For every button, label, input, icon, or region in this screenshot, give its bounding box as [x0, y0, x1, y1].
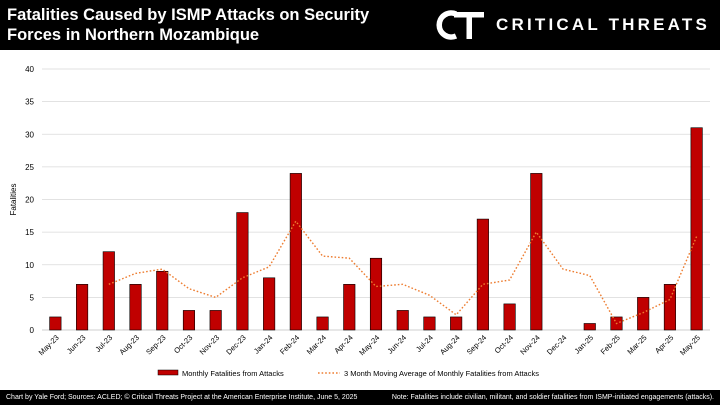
bar: [316, 316, 329, 331]
x-tick-label: Feb-25: [599, 333, 622, 356]
bar: [343, 284, 356, 331]
x-tick-label: Dec-24: [545, 333, 568, 356]
bar: [503, 303, 516, 331]
x-tick-label: Oct-24: [493, 333, 515, 355]
bar: [476, 218, 489, 331]
x-axis-ticks: May-23 Jun-23 Jul-23 Aug-23 Sep-23 Oct-23 Nov-…: [37, 333, 702, 357]
x-tick-label: Sep-23: [144, 333, 167, 356]
x-tick-label: Mar-24: [305, 333, 328, 356]
source-credit: Chart by Yale Ford; Sources: ACLED; © Cr…: [6, 394, 358, 401]
legend-swatch-bars: [157, 369, 179, 376]
y-tick-label: 25: [25, 163, 34, 172]
bar: [423, 316, 436, 331]
bar: [76, 284, 89, 331]
x-tick-label: May-24: [357, 333, 381, 357]
bar: [209, 310, 222, 331]
x-tick-label: Jul-23: [93, 333, 114, 354]
footnote: Note: Fatalities include civilian, milit…: [391, 394, 714, 401]
x-tick-label: Aug-23: [117, 333, 140, 356]
x-tick-label: Aug-24: [438, 333, 461, 356]
x-tick-label: Apr-24: [332, 333, 354, 355]
x-tick-label: Dec-23: [224, 333, 247, 356]
bar: [637, 297, 650, 331]
legend-label-line: 3 Month Moving Average of Monthly Fatali…: [344, 369, 539, 378]
page-title: Fatalities Caused by ISMP Attacks on Sec…: [7, 6, 370, 44]
y-tick-label: 40: [25, 65, 34, 74]
gridlines: [42, 68, 710, 331]
bar: [49, 316, 62, 331]
x-tick-label: Nov-24: [518, 333, 541, 356]
bar: [530, 173, 543, 331]
footer-banner: Chart by Yale Ford; Sources: ACLED; © Cr…: [0, 390, 720, 405]
moving-average-line: [108, 219, 698, 325]
x-tick-label: May-25: [678, 333, 702, 357]
x-tick-label: Nov-23: [198, 333, 221, 356]
brand-name: CRITICAL THREATS: [496, 15, 710, 34]
bar: [369, 257, 383, 331]
x-tick-label: Apr-25: [653, 333, 675, 355]
bars: [49, 127, 703, 331]
y-tick-label: 35: [25, 98, 34, 107]
y-tick-label: 20: [25, 196, 34, 205]
bar: [236, 212, 249, 331]
y-tick-label: 15: [25, 228, 34, 237]
ct-logo-letters: CT: [434, 9, 436, 10]
bar: [182, 310, 196, 331]
x-tick-label: Jun-23: [65, 333, 88, 356]
bar: [289, 173, 302, 331]
y-axis-label: Fatalities: [9, 183, 18, 215]
legend: Monthly Fatalities from Attacks 3 Month …: [157, 369, 539, 378]
moving-average-series: [108, 219, 698, 325]
y-tick-label: 30: [25, 130, 34, 139]
x-tick-label: Mar-25: [625, 333, 648, 356]
y-tick-label: 10: [25, 261, 34, 270]
x-tick-label: Jan-24: [252, 333, 275, 356]
y-tick-label: 0: [30, 326, 35, 335]
bar: [129, 284, 142, 331]
y-axis-ticks: 0 5 10 15 20 25 30 35 40: [25, 65, 34, 335]
bar: [263, 277, 276, 331]
x-tick-label: Oct-23: [172, 333, 194, 355]
bar: [450, 316, 463, 331]
x-tick-label: Feb-24: [278, 333, 301, 356]
x-tick-label: Jul-24: [414, 333, 435, 354]
bar: [583, 323, 596, 331]
bar: [102, 251, 115, 331]
x-tick-label: May-23: [37, 333, 61, 357]
ct-logo-icon: CT: [434, 9, 485, 40]
y-tick-label: 5: [30, 293, 35, 302]
header-banner: Fatalities Caused by ISMP Attacks on Sec…: [0, 0, 720, 50]
critical-threats-logo: CT CRITICAL THREATS: [434, 9, 710, 41]
bar: [156, 270, 169, 331]
bar: [396, 310, 409, 331]
bar: [663, 284, 676, 331]
x-tick-label: Jan-25: [573, 333, 596, 356]
bar: [690, 127, 703, 331]
x-tick-label: Sep-24: [465, 333, 488, 356]
legend-label-bars: Monthly Fatalities from Attacks: [182, 369, 284, 378]
x-tick-label: Jun-24: [386, 333, 409, 356]
